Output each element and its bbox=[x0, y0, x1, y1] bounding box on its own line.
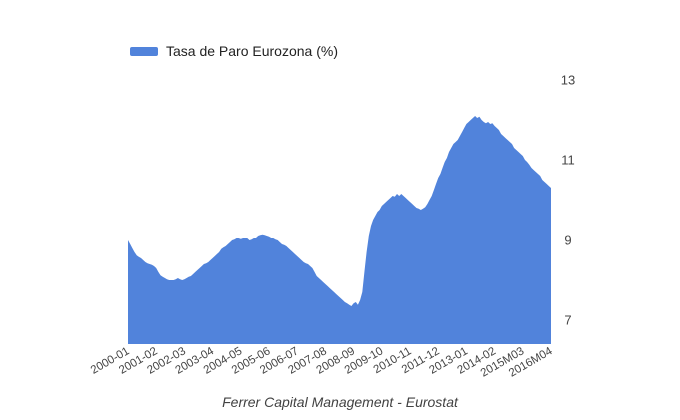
y-axis-tick-label: 11 bbox=[561, 153, 575, 168]
y-axis-tick-label: 7 bbox=[564, 313, 571, 328]
legend-swatch bbox=[130, 46, 158, 56]
x-axis-labels: 2000-012001-022002-032003-042004-052005-… bbox=[89, 345, 555, 380]
legend: Tasa de Paro Eurozona (%) bbox=[130, 43, 338, 59]
caption: Ferrer Capital Management - Eurostat bbox=[222, 394, 458, 410]
legend-label: Tasa de Paro Eurozona (%) bbox=[166, 43, 338, 59]
y-axis-tick-label: 9 bbox=[564, 233, 571, 248]
y-axis-labels: 7 9 11 13 bbox=[561, 73, 575, 328]
y-axis-tick-label: 13 bbox=[561, 73, 575, 88]
area-series[interactable] bbox=[128, 116, 551, 344]
